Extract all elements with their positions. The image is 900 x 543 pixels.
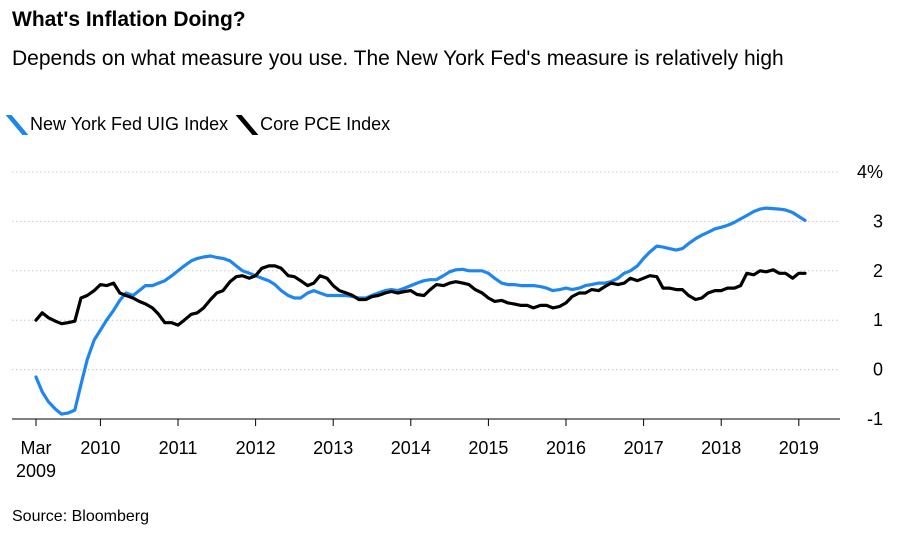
x-tick-label: 2012 — [236, 438, 276, 458]
x-tick-label: 2010 — [80, 438, 120, 458]
legend-item-core-pce: Core PCE Index — [235, 114, 391, 135]
series-line-core-pce — [34, 264, 807, 327]
y-tick-label: 2 — [873, 261, 883, 281]
chart-subtitle: Depends on what measure you use. The New… — [12, 47, 784, 70]
x-tick-label: 2015 — [468, 438, 508, 458]
x-tick-label: 2018 — [701, 438, 741, 458]
x-tick-label: 2016 — [546, 438, 586, 458]
x-tick-label: 2017 — [624, 438, 664, 458]
chart-gridlines — [12, 171, 840, 371]
chart-legend: New York Fed UIG Index Core PCE Index — [5, 114, 404, 135]
y-tick-label: 1 — [873, 310, 883, 330]
y-tick-label: -1 — [867, 409, 883, 429]
x-axis: Mar 2009 2010 2011 2012 2013 2014 2015 2016 2017 2… — [12, 418, 840, 481]
x-tick-label: 2014 — [391, 438, 431, 458]
legend-label-uig: New York Fed UIG Index — [30, 114, 229, 134]
x-tick-label: 2013 — [313, 438, 353, 458]
y-tick-label: 3 — [873, 211, 883, 231]
x-tick-label: Mar — [21, 438, 52, 458]
series-line-uig — [34, 206, 807, 416]
x-tick-label: 2011 — [159, 438, 198, 458]
y-tick-label: 4% — [857, 162, 883, 182]
x-tick-label: 2019 — [779, 438, 819, 458]
x-tick-sublabel: 2009 — [16, 461, 56, 481]
chart-title: What's Inflation Doing? — [12, 8, 246, 31]
y-axis-ticks: 4% 3 2 1 0 -1 — [857, 162, 883, 429]
source-note: Source: Bloomberg — [12, 508, 149, 525]
legend-item-uig: New York Fed UIG Index — [5, 114, 229, 135]
y-tick-label: 0 — [873, 360, 883, 380]
chart-series — [34, 206, 807, 416]
legend-label-core-pce: Core PCE Index — [260, 114, 391, 134]
